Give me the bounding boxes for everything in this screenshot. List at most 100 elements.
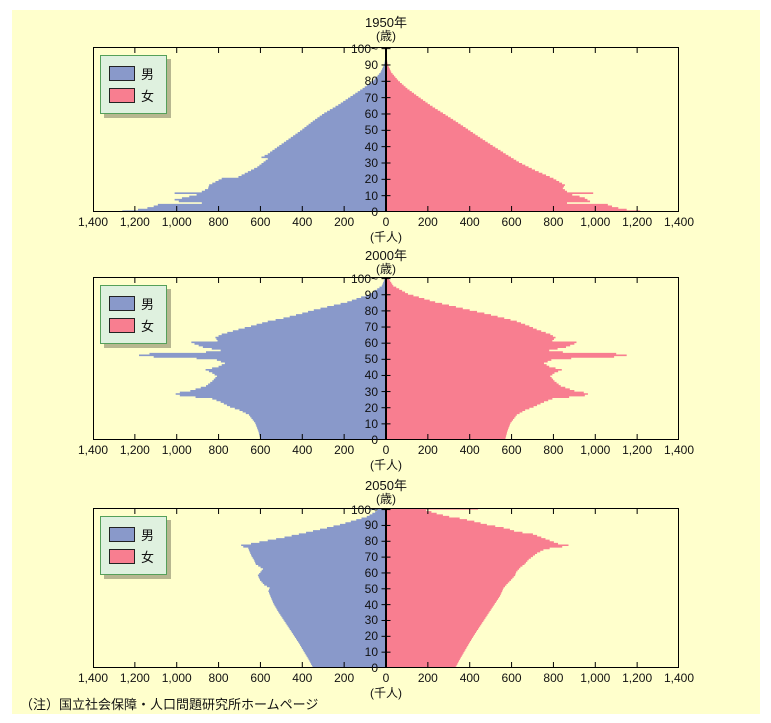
- x-axis-label: 600: [250, 443, 271, 457]
- x-axis-unit-label: (千人): [370, 686, 402, 700]
- legend-label-female: 女: [141, 89, 155, 104]
- y-axis-label: 10: [364, 188, 378, 203]
- legend-item-female: 女: [109, 547, 154, 566]
- y-axis-label: 0: [371, 661, 378, 675]
- x-axis-label: 600: [501, 443, 522, 457]
- x-axis-label: 800: [543, 443, 564, 457]
- female-area: [386, 277, 627, 440]
- x-axis-label: 1,000: [161, 671, 192, 685]
- x-axis-label: 400: [292, 671, 313, 685]
- y-axis-unit-label: (歳): [376, 29, 396, 43]
- y-axis-label: 70: [364, 550, 378, 565]
- legend-item-female: 女: [109, 86, 154, 105]
- pyramid-plot-svg: [93, 47, 679, 212]
- y-axis-label: 40: [364, 368, 378, 383]
- x-axis-label: 400: [459, 443, 480, 457]
- y-axis-label: 100~: [350, 271, 378, 286]
- source-note: （注）国立社会保障・人口問題研究所ホームページ: [20, 697, 319, 712]
- legend-label-female: 女: [141, 319, 155, 334]
- y-axis-unit-label: (歳): [376, 492, 396, 506]
- x-axis-label: 1,400: [77, 443, 109, 457]
- x-axis-label: 200: [417, 671, 438, 685]
- legend-label-male: 男: [141, 67, 155, 82]
- plot-area: 0 10 20 30 40 50 60 70 80 90 100~ 男女: [93, 42, 679, 219]
- male-area: [122, 47, 387, 212]
- x-axis-label: 400: [292, 443, 313, 457]
- x-axis-label: 1,400: [77, 215, 109, 229]
- y-axis-label: 30: [364, 384, 378, 399]
- male-swatch-icon: [109, 296, 135, 311]
- y-axis-label: 40: [364, 139, 378, 154]
- x-axis-label: 600: [501, 671, 522, 685]
- legend: 男女: [100, 55, 168, 114]
- x-axis-label: 400: [292, 215, 313, 229]
- x-axis-label: 0: [382, 215, 390, 229]
- x-axis-label: 1,000: [580, 215, 611, 229]
- y-axis-label: 80: [364, 534, 378, 549]
- x-axis-label: 1,400: [663, 215, 695, 229]
- legend-label-female: 女: [141, 550, 155, 565]
- y-axis-label: 70: [364, 320, 378, 335]
- x-axis-label: 1,200: [622, 671, 653, 685]
- x-axis-label: 600: [501, 215, 522, 229]
- x-axis-label: 1,400: [663, 671, 695, 685]
- x-axis-label: 1,400: [77, 671, 109, 685]
- x-axis-label: 600: [250, 215, 271, 229]
- x-axis-label: 800: [208, 215, 229, 229]
- y-axis-label: 90: [364, 518, 378, 533]
- x-axis-label: 400: [459, 671, 480, 685]
- x-axis-label: 800: [208, 443, 229, 457]
- x-axis-label: 800: [543, 671, 564, 685]
- x-axis-label: 1,000: [580, 671, 611, 685]
- y-axis-label: 20: [364, 629, 378, 644]
- y-axis-label: 100~: [350, 41, 378, 56]
- female-area: [386, 508, 569, 668]
- x-axis-label: 200: [334, 215, 355, 229]
- x-axis-unit-label: (千人): [370, 458, 402, 472]
- y-axis-label: 10: [364, 416, 378, 431]
- x-axis-label: 0: [382, 443, 390, 457]
- y-axis-label: 60: [364, 336, 378, 351]
- y-axis-label: 90: [364, 57, 378, 72]
- y-axis-label: 20: [364, 172, 378, 187]
- x-axis-label: 1,200: [119, 215, 150, 229]
- x-axis-label: 200: [417, 215, 438, 229]
- pyramid-plot-svg: [93, 508, 679, 668]
- x-axis-label: 600: [250, 671, 271, 685]
- y-axis-unit-label: (歳): [376, 262, 396, 276]
- chart-title: 2000年: [365, 248, 407, 263]
- y-axis-label: 20: [364, 400, 378, 415]
- y-axis-label: 40: [364, 597, 378, 612]
- legend: 男女: [100, 285, 168, 344]
- x-axis-label: 1,200: [622, 443, 653, 457]
- male-area: [139, 277, 386, 440]
- x-axis-unit-label: (千人): [370, 230, 402, 244]
- plot-area: 0 10 20 30 40 50 60 70 80 90 100~ 男女: [93, 503, 679, 675]
- male-swatch-icon: [109, 527, 135, 542]
- x-axis-label: 800: [543, 215, 564, 229]
- x-axis-label: 200: [417, 443, 438, 457]
- x-axis-label: 400: [459, 215, 480, 229]
- x-axis-label: 200: [334, 671, 355, 685]
- y-axis-label: 50: [364, 581, 378, 596]
- y-axis-label: 0: [371, 205, 378, 219]
- legend-item-male: 男: [109, 525, 154, 544]
- x-axis-label: 1,200: [119, 671, 150, 685]
- plot-area: 0 10 20 30 40 50 60 70 80 90 100~ 男女: [93, 272, 679, 447]
- y-axis-label: 60: [364, 106, 378, 121]
- x-axis-label: 1,200: [119, 443, 150, 457]
- chart-title: 2050年: [365, 478, 407, 493]
- y-axis-label: 80: [364, 74, 378, 89]
- y-axis-label: 0: [371, 433, 378, 447]
- female-swatch-icon: [109, 88, 135, 103]
- male-swatch-icon: [109, 66, 135, 81]
- x-axis-label: 1,000: [161, 443, 192, 457]
- x-axis-label: 0: [382, 671, 390, 685]
- legend: 男女: [100, 516, 168, 575]
- female-swatch-icon: [109, 549, 135, 564]
- legend-item-male: 男: [109, 64, 154, 83]
- x-axis-label: 1,200: [622, 215, 653, 229]
- female-area: [386, 47, 641, 212]
- x-axis-label: 800: [208, 671, 229, 685]
